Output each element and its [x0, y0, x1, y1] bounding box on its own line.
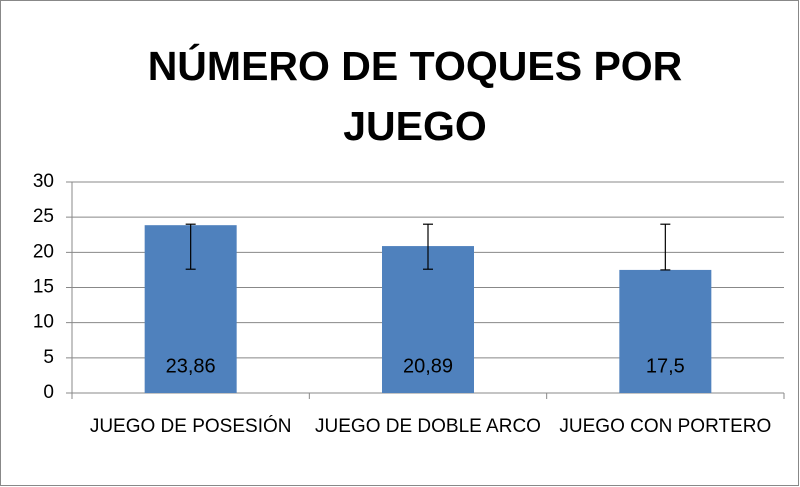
y-tick-label: 20 — [33, 241, 54, 262]
data-label: 17,5 — [646, 355, 685, 377]
x-tick-label: JUEGO DE POSESIÓN — [89, 416, 292, 437]
chart-title: NÚMERO DE TOQUES POR JUEGO — [147, 43, 683, 149]
x-tick-label: JUEGO CON PORTERO — [559, 416, 772, 437]
y-tick-label: 5 — [43, 347, 54, 368]
y-tick-label: 30 — [33, 171, 54, 192]
x-tick-label: JUEGO DE DOBLE ARCO — [315, 416, 541, 437]
y-tick-label: 0 — [43, 382, 54, 403]
bar — [382, 246, 474, 393]
data-label: 23,86 — [166, 355, 216, 377]
y-tick-label: 25 — [33, 206, 54, 227]
y-tick-label: 10 — [33, 312, 54, 333]
y-tick-label: 15 — [33, 277, 54, 298]
bar — [619, 269, 712, 393]
data-label: 20,89 — [403, 355, 453, 377]
